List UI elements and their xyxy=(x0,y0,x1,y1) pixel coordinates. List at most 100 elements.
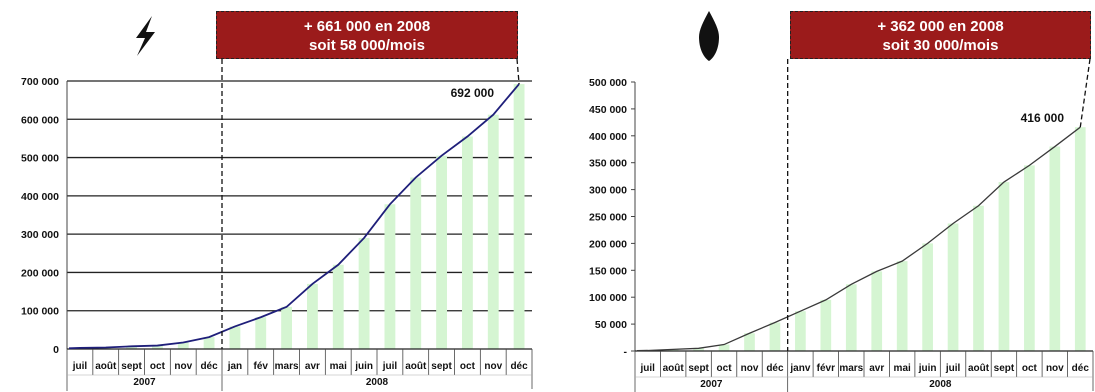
bar-17 xyxy=(513,84,525,349)
period-end-dashed xyxy=(516,58,520,85)
banner-gas: + 362 000 en 2008 soit 30 000/mois xyxy=(790,11,1091,59)
x-tick-label-17: déc xyxy=(1072,363,1090,374)
bar-4 xyxy=(177,342,189,349)
x-tick-label-7: fév xyxy=(254,361,269,372)
x-tick-label-13: août xyxy=(968,363,990,374)
y-tick-label: 700 000 xyxy=(21,76,59,88)
bar-9 xyxy=(871,271,883,351)
y-tick-label: 500 000 xyxy=(21,153,59,165)
x-tick-label-15: oct xyxy=(460,361,476,372)
x-tick-label-6: janv xyxy=(789,363,810,374)
y-tick-label: 500 000 xyxy=(589,77,627,89)
bar-5 xyxy=(203,337,215,349)
x-tick-label-2: sept xyxy=(688,363,709,374)
bar-11 xyxy=(358,237,370,349)
x-tick-label-0: juil xyxy=(72,361,88,372)
x-tick-label-10: mai xyxy=(330,361,347,372)
peak-value-label: 416 000 xyxy=(1021,111,1065,125)
bar-12 xyxy=(947,223,959,351)
x-tick-label-9: avr xyxy=(305,361,320,372)
bar-8 xyxy=(281,306,293,349)
y-tick-label: 300 000 xyxy=(21,229,59,241)
x-tick-label-3: oct xyxy=(150,361,166,372)
y-tick-label: 600 000 xyxy=(21,114,59,126)
bar-2 xyxy=(126,346,138,349)
bar-14 xyxy=(436,155,448,349)
peak-value-label: 692 000 xyxy=(451,86,495,100)
bar-11 xyxy=(922,243,933,351)
bar-16 xyxy=(487,114,499,349)
x-tick-label-14: sept xyxy=(431,361,452,372)
x-tick-label-8: mars xyxy=(839,363,863,374)
bar-7 xyxy=(255,317,267,349)
bar-8 xyxy=(845,284,857,351)
bar-17 xyxy=(1074,127,1086,351)
y-tick-label: 50 000 xyxy=(595,319,627,331)
x-tick-label-7: févr xyxy=(817,363,835,374)
bar-6 xyxy=(229,326,241,349)
banner-electricity-line2: soit 58 000/mois xyxy=(309,37,425,54)
y-tick-label: 450 000 xyxy=(589,104,627,116)
period-end-dashed xyxy=(1079,58,1091,128)
year-label: 2007 xyxy=(700,379,723,390)
bar-1 xyxy=(667,349,679,351)
x-tick-label-5: déc xyxy=(200,361,218,372)
x-tick-label-1: août xyxy=(663,363,685,374)
chart-panel-electricity: 0 100 000 200 000 300 000 400 000 500 000 600 … xyxy=(0,0,545,392)
x-tick-label-4: nov xyxy=(741,363,759,374)
bar-10 xyxy=(896,261,908,351)
bar-2 xyxy=(693,348,704,351)
bar-12 xyxy=(384,204,396,349)
y-tick-label: 400 000 xyxy=(21,191,59,203)
x-tick-label-9: avr xyxy=(869,363,884,374)
bar-13 xyxy=(410,177,422,349)
y-tick-label: - xyxy=(624,346,628,358)
x-tick-label-8: mars xyxy=(275,361,299,372)
bar-3 xyxy=(151,345,163,349)
y-tick-label: 400 000 xyxy=(589,131,627,143)
y-tick-label: 100 000 xyxy=(589,292,627,304)
gas-flame-icon xyxy=(699,11,719,61)
year-label: 2008 xyxy=(366,377,389,388)
y-tick-label: 350 000 xyxy=(589,158,627,170)
bar-14 xyxy=(998,182,1010,351)
x-tick-label-0: juil xyxy=(639,363,655,374)
bar-3 xyxy=(718,344,730,351)
y-tick-label: 300 000 xyxy=(589,185,627,197)
y-tick-label: 0 xyxy=(53,344,59,356)
x-tick-label-11: juin xyxy=(918,363,937,374)
lightning-bolt-icon xyxy=(136,16,155,56)
x-tick-label-12: juil xyxy=(382,361,398,372)
x-tick-label-13: août xyxy=(405,361,427,372)
year-label: 2008 xyxy=(929,379,952,390)
x-tick-label-3: oct xyxy=(717,363,733,374)
x-tick-label-11: juin xyxy=(354,361,373,372)
y-tick-label: 200 000 xyxy=(21,267,59,279)
banner-electricity-line1: + 661 000 en 2008 xyxy=(303,18,431,35)
x-tick-label-6: jan xyxy=(227,361,242,372)
series-line xyxy=(68,83,520,350)
bar-13 xyxy=(973,205,984,351)
chart-panel-gas: - 50 000 100 000 150 000 200 000 250 000 300 0… xyxy=(553,0,1095,392)
x-tick-label-16: nov xyxy=(1046,363,1064,374)
chart-electricity: 0 100 000 200 000 300 000 400 000 500 000 600 … xyxy=(21,58,533,391)
y-tick-label: 150 000 xyxy=(589,265,627,277)
x-tick-label-5: déc xyxy=(766,363,784,374)
x-tick-label-2: sept xyxy=(121,361,142,372)
bar-5 xyxy=(769,322,781,351)
bar-6 xyxy=(795,311,806,351)
x-tick-label-1: août xyxy=(95,361,117,372)
x-tick-label-15: oct xyxy=(1022,363,1038,374)
banner-gas-line1: + 362 000 en 2008 xyxy=(877,18,1004,35)
bar-15 xyxy=(461,136,473,349)
y-tick-label: 250 000 xyxy=(589,212,627,224)
x-tick-label-10: mai xyxy=(894,363,911,374)
y-tick-label: 100 000 xyxy=(21,306,59,318)
x-tick-label-14: sept xyxy=(994,363,1015,374)
chart-gas: - 50 000 100 000 150 000 200 000 250 000 300 0… xyxy=(589,58,1094,392)
x-tick-label-17: déc xyxy=(510,361,528,372)
y-tick-label: 200 000 xyxy=(589,238,627,250)
bar-4 xyxy=(744,333,755,351)
series-line xyxy=(636,126,1081,352)
bar-15 xyxy=(1024,165,1035,351)
